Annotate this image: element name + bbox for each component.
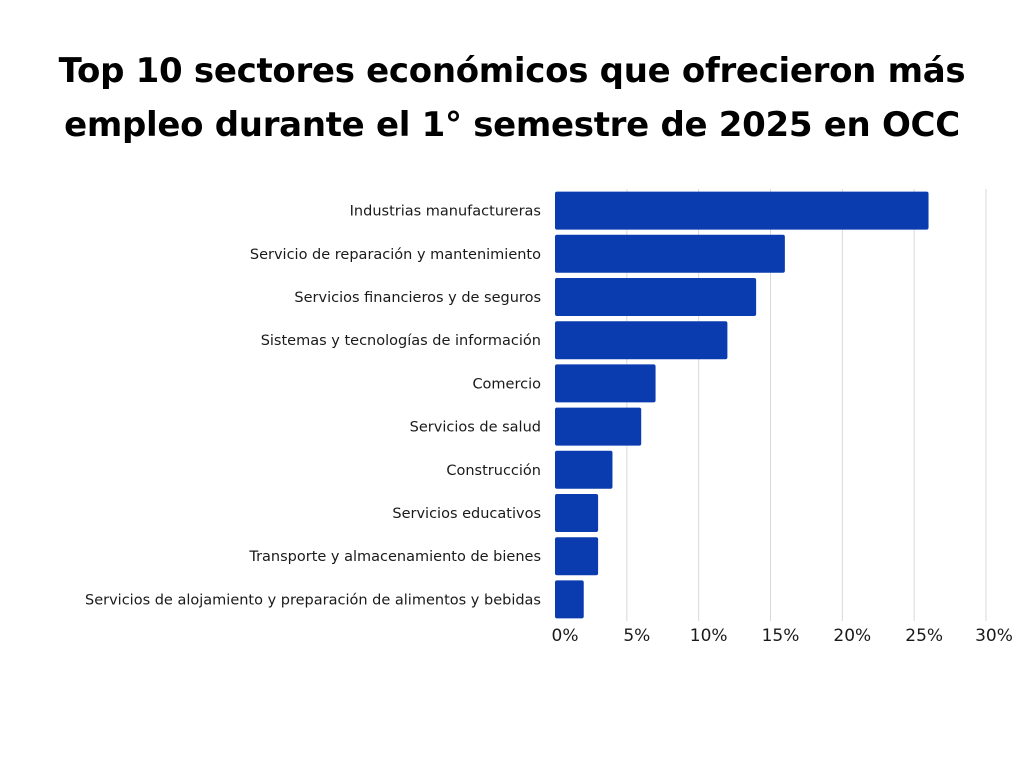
bar-6 <box>555 407 642 446</box>
x-tick-label-25: 25% <box>905 626 943 646</box>
x-tick-label-0: 0% <box>552 626 579 646</box>
category-label-6: Servicios de salud <box>410 420 541 436</box>
bar-5 <box>555 364 656 403</box>
category-label-8: Servicios educativos <box>392 506 541 522</box>
category-label-9: Transporte y almacenamiento de bienes <box>248 549 541 565</box>
x-tick-label-30: 30% <box>975 626 1013 646</box>
bar-10 <box>555 580 584 619</box>
bars <box>555 191 929 619</box>
category-label-10: Servicios de alojamiento y preparación d… <box>85 592 541 608</box>
category-label-2: Servicio de reparación y mantenimiento <box>250 247 541 263</box>
x-tick-label-20: 20% <box>833 626 871 646</box>
bar-3 <box>555 278 757 316</box>
category-label-4: Sistemas y tecnologías de información <box>261 333 541 349</box>
category-label-1: Industrias manufactureras <box>350 204 541 220</box>
chart-title-line-1: Top 10 sectores económicos que ofreciero… <box>58 51 966 91</box>
bar-8 <box>555 494 599 532</box>
category-label-3: Servicios financieros y de seguros <box>294 290 541 306</box>
bar-4 <box>555 321 728 360</box>
bar-2 <box>555 234 785 273</box>
x-tick-label-15: 15% <box>762 626 800 646</box>
chart-title: Top 10 sectores económicos que ofreciero… <box>0 44 1024 152</box>
chart-title-line-2: empleo durante el 1° semestre de 2025 en… <box>64 105 960 145</box>
category-labels: Industrias manufactureras Servicio de rep… <box>85 204 541 609</box>
bar-9 <box>555 537 599 576</box>
x-axis-ticks: 0% 5% 10% 15% 20% 25% 30% <box>552 626 1013 646</box>
bar-1 <box>555 191 929 230</box>
bar-7 <box>555 450 613 489</box>
x-tick-label-10: 10% <box>690 626 728 646</box>
x-tick-label-5: 5% <box>623 626 650 646</box>
category-label-5: Comercio <box>472 376 541 392</box>
category-label-7: Construcción <box>446 463 541 479</box>
